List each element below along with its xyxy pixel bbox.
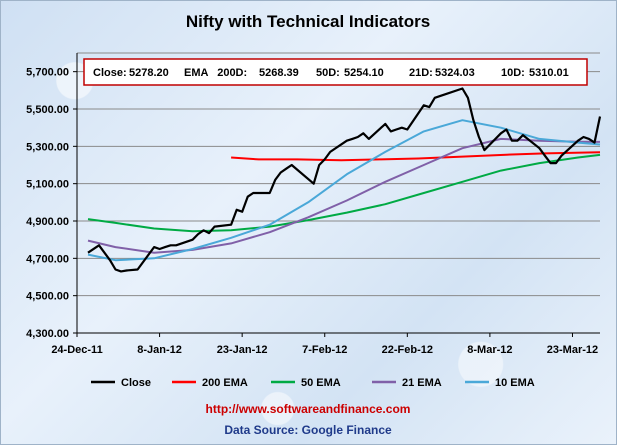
footer-url: http://www.softwareandfinance.com bbox=[206, 402, 411, 416]
info-ema50-value: 5254.10 bbox=[344, 67, 384, 79]
legend: Close 200 EMA 50 EMA 21 EMA 10 EMA bbox=[91, 377, 535, 389]
grid-lines bbox=[77, 52, 600, 334]
series-line-200-ema bbox=[231, 151, 601, 162]
y-tick-label: 4,700.00 bbox=[26, 253, 69, 265]
legend-label: 21 EMA bbox=[402, 377, 442, 389]
x-tick-label: 8-Mar-12 bbox=[467, 344, 512, 356]
info-ema10-value: 5310.01 bbox=[529, 67, 569, 79]
x-tick-label: 22-Feb-12 bbox=[382, 344, 433, 356]
info-ema200-label: EMA 200D: bbox=[184, 67, 247, 79]
y-tick-label: 4,300.00 bbox=[26, 328, 69, 340]
info-ema50-label: 50D: bbox=[316, 67, 340, 79]
info-box: Close: 5278.20 EMA 200D: 5268.39 50D: 52… bbox=[83, 58, 588, 86]
y-tick-label: 5,500.00 bbox=[26, 104, 69, 116]
x-tick-label: 23-Mar-12 bbox=[547, 344, 598, 356]
x-tick-label: 7-Feb-12 bbox=[302, 344, 347, 356]
y-axis-ticks: 4,300.00 4,500.00 4,700.00 4,900.00 5,100.00… bbox=[26, 67, 77, 340]
x-tick-label: 24-Dec-11 bbox=[51, 344, 102, 356]
legend-label: 200 EMA bbox=[202, 377, 248, 389]
info-close-label: Close: bbox=[93, 67, 127, 79]
y-tick-label: 5,100.00 bbox=[26, 179, 69, 191]
y-tick-label: 5,700.00 bbox=[26, 67, 69, 79]
y-tick-label: 4,900.00 bbox=[26, 216, 69, 228]
info-ema21-label: 21D: bbox=[409, 67, 433, 79]
info-close-value: 5278.20 bbox=[129, 67, 169, 79]
info-ema200-value: 5268.39 bbox=[259, 67, 299, 79]
x-axis-ticks: 24-Dec-11 8-Jan-12 23-Jan-12 7-Feb-12 22-Feb… bbox=[51, 333, 598, 356]
x-tick-label: 23-Jan-12 bbox=[217, 344, 268, 356]
footer-source: Data Source: Google Finance bbox=[224, 423, 392, 437]
series-line-50-ema bbox=[87, 153, 601, 233]
series-line-10-ema bbox=[87, 119, 601, 262]
legend-label: 50 EMA bbox=[301, 377, 341, 389]
y-tick-label: 5,300.00 bbox=[26, 141, 69, 153]
info-box-border bbox=[83, 58, 588, 86]
x-tick-label: 8-Jan-12 bbox=[137, 344, 182, 356]
info-ema21-value: 5324.03 bbox=[435, 67, 475, 79]
series-line-21-ema bbox=[87, 137, 601, 254]
chart-title: Nifty with Technical Indicators bbox=[186, 12, 430, 31]
info-ema10-label: 10D: bbox=[501, 67, 525, 79]
series-line-close bbox=[87, 87, 602, 273]
y-tick-label: 4,500.00 bbox=[26, 291, 69, 303]
legend-label: 10 EMA bbox=[495, 377, 535, 389]
series-lines bbox=[87, 87, 602, 273]
plot-area bbox=[77, 53, 600, 333]
legend-label: Close bbox=[121, 377, 151, 389]
